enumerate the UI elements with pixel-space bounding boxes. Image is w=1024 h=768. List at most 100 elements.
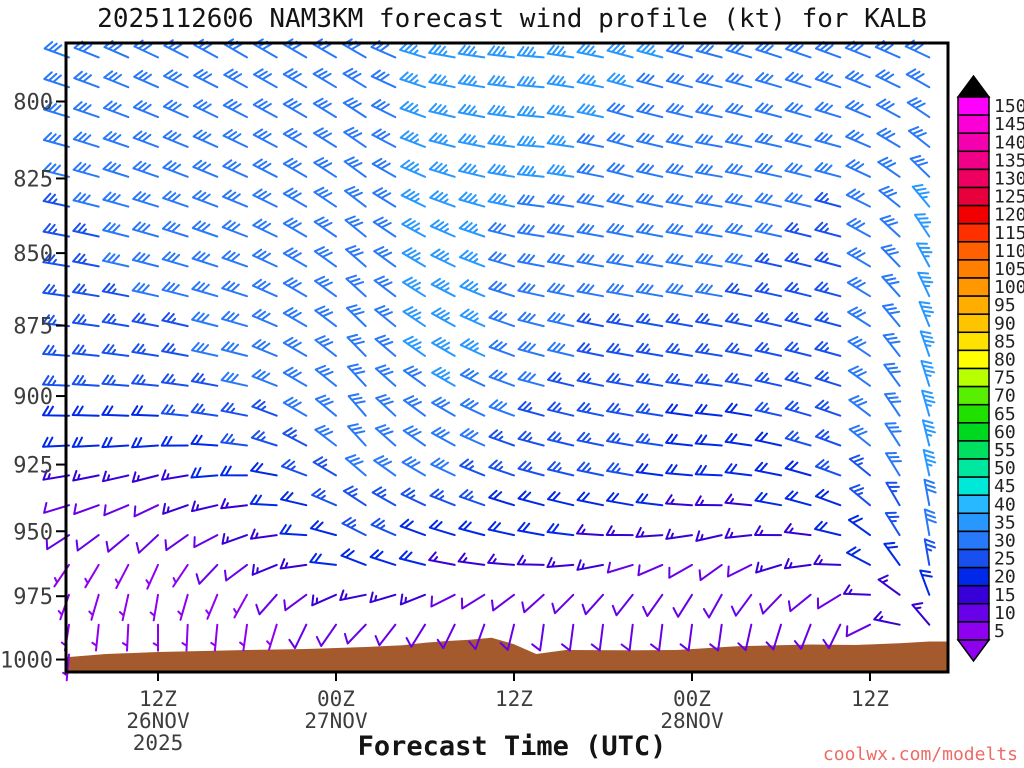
wind-barb <box>192 99 219 119</box>
wind-barb <box>345 304 367 328</box>
colorbar-swatch <box>957 367 990 388</box>
wind-barb <box>399 518 426 537</box>
wind-barb <box>101 343 130 357</box>
wind-barb <box>725 72 753 89</box>
wind-barb <box>132 221 159 238</box>
wind-barb <box>576 43 604 59</box>
wind-barb <box>517 223 545 238</box>
wind-barb <box>665 494 693 507</box>
x-tick-label: 00Z <box>317 687 355 711</box>
wind-barb <box>162 160 189 178</box>
wind-barb <box>399 42 426 59</box>
wind-barb <box>73 101 100 119</box>
wind-barb <box>576 193 604 208</box>
axes: 800825850875900925950975100012Z26NOV2025… <box>0 41 950 755</box>
wind-barb <box>131 405 159 417</box>
wind-barb <box>517 490 545 507</box>
wind-barb <box>131 343 159 357</box>
wind-barb <box>131 437 159 449</box>
wind-barb <box>576 342 604 357</box>
wind-barb <box>428 161 456 178</box>
wind-barb <box>814 162 842 178</box>
wind-barb <box>373 455 397 477</box>
wind-barb <box>343 156 367 178</box>
wind-barb <box>160 404 189 417</box>
wind-barb <box>611 593 634 617</box>
wind-barb <box>546 282 575 298</box>
wind-barb <box>458 191 486 208</box>
wind-barb <box>402 335 426 357</box>
wind-barb <box>918 301 934 328</box>
wind-barb <box>606 72 634 89</box>
wind-barb <box>606 253 634 268</box>
wind-barb <box>488 369 515 387</box>
wind-barb <box>429 219 456 238</box>
wind-barb <box>133 504 159 518</box>
wind-barb <box>606 132 634 148</box>
watermark-link[interactable]: coolwx.com/modelts <box>822 744 1018 765</box>
wind-barb <box>101 313 130 328</box>
wind-barb <box>370 69 397 89</box>
wind-barb <box>220 371 248 387</box>
wind-barb <box>132 160 159 178</box>
colorbar-label: 35 <box>994 512 1016 533</box>
x-tick-label: 27NOV <box>304 709 368 733</box>
wind-barb <box>402 425 426 447</box>
colorbar-swatch <box>957 621 990 641</box>
wind-barb <box>369 591 397 604</box>
wind-barb <box>459 458 486 477</box>
wind-barb <box>755 41 782 59</box>
wind-barb <box>847 514 871 537</box>
wind-barb <box>787 593 812 613</box>
wind-barb <box>101 374 130 387</box>
colorbar-swatch <box>957 313 990 334</box>
colorbar-swatch <box>957 132 990 153</box>
wind-barb <box>695 530 723 542</box>
wind-barb <box>428 519 456 537</box>
wind-barb <box>635 433 664 447</box>
wind-barb <box>430 307 456 328</box>
wind-barb <box>488 280 515 298</box>
chart-title: 2025112606 NAM3KM forecast wind profile … <box>97 4 927 34</box>
wind-barb <box>695 42 723 59</box>
y-tick-label: 1000 <box>0 649 53 674</box>
y-tick-label: 875 <box>13 315 53 340</box>
colorbar-swatch <box>957 277 990 297</box>
wind-barb <box>103 504 130 517</box>
wind-barb <box>400 159 426 178</box>
wind-barb <box>72 161 100 178</box>
wind-barb <box>221 280 248 298</box>
wind-barb <box>576 524 604 537</box>
wind-barb <box>161 251 189 268</box>
y-tick-label: 950 <box>13 520 53 545</box>
wind-barb <box>42 283 70 298</box>
wind-barb <box>814 221 842 238</box>
wind-barb <box>400 188 426 208</box>
wind-barb <box>131 251 159 268</box>
wind-barb <box>911 602 931 626</box>
wind-barb <box>221 219 248 238</box>
colorbar-label: 105 <box>994 259 1024 280</box>
wind-barb <box>252 128 278 148</box>
wind-barb <box>369 549 397 566</box>
wind-barb <box>314 305 337 328</box>
wind-barb <box>91 623 100 652</box>
wind-barb <box>754 282 782 298</box>
wind-barb <box>401 456 426 477</box>
colorbar-label: 70 <box>994 386 1016 407</box>
wind-barb <box>42 132 70 148</box>
colorbar-label: 10 <box>994 603 1016 624</box>
wind-barb <box>191 500 219 513</box>
wind-barb <box>754 461 782 477</box>
wind-barb <box>698 563 723 582</box>
wind-barb <box>606 312 634 328</box>
wind-barb <box>576 282 604 298</box>
wind-barb <box>754 312 782 328</box>
wind-barb <box>785 41 812 59</box>
wind-barb <box>923 478 937 507</box>
wind-barb <box>162 99 189 119</box>
wind-barb <box>487 553 515 566</box>
wind-barb <box>724 222 753 238</box>
wind-barb <box>101 282 130 298</box>
